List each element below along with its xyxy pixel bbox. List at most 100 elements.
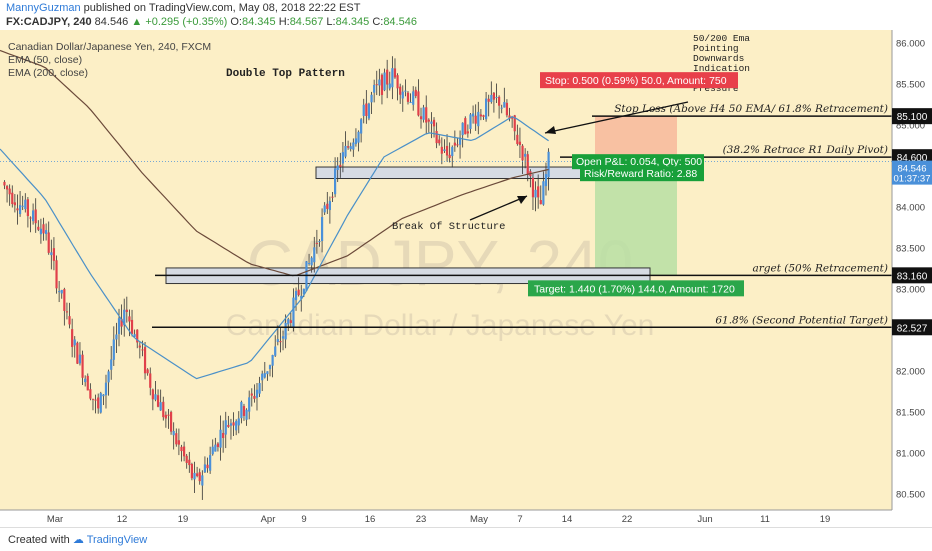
candle-body — [362, 104, 365, 116]
tradingview-brand[interactable]: TradingView — [86, 534, 148, 546]
x-tick-label: 23 — [416, 514, 427, 525]
author-link[interactable]: MannyGuzman — [6, 2, 81, 14]
tradingview-logo-icon[interactable]: ☁ — [72, 534, 84, 546]
candle-body — [198, 472, 201, 482]
candle-body — [250, 393, 253, 396]
y-tick-label: 86.000 — [896, 38, 925, 49]
candle-body — [531, 177, 535, 198]
candle-body — [438, 139, 441, 144]
last-price: 84.546 — [94, 16, 129, 28]
y-tick-label: 85.000 — [896, 120, 925, 131]
candle-body — [167, 414, 170, 416]
annotation-arrows — [469, 101, 689, 221]
candle-body — [237, 418, 240, 426]
rr-box — [580, 166, 704, 182]
open-pl-box — [572, 154, 704, 170]
x-tick-label: 22 — [622, 514, 633, 525]
candle-body — [432, 119, 436, 127]
candle-body — [151, 389, 154, 400]
candle-body — [347, 146, 350, 148]
candle-body — [477, 111, 480, 127]
candle-body — [516, 134, 519, 145]
x-tick-label: 12 — [117, 514, 128, 525]
publish-line: MannyGuzman published on TradingView.com… — [6, 2, 360, 14]
candle-body — [8, 188, 11, 195]
candle-body — [115, 334, 118, 340]
candle-body — [110, 359, 113, 370]
legend-ema200[interactable]: EMA (200, close) — [8, 67, 88, 79]
legend-title: Canadian Dollar/Japanese Yen, 240, FXCM — [8, 41, 211, 53]
candle-body — [544, 174, 548, 187]
candle-body — [287, 319, 290, 325]
candle-body — [52, 248, 56, 261]
candle-body — [29, 217, 32, 219]
candles-layer — [3, 56, 550, 500]
candle-body — [16, 208, 19, 211]
candle-body — [469, 114, 472, 129]
candle-body — [474, 115, 477, 124]
candle-body — [193, 472, 196, 480]
candle-body — [328, 201, 331, 211]
candle-body — [26, 199, 29, 217]
open-value: 84.345 — [241, 16, 276, 28]
candle-body — [235, 421, 238, 431]
candle-body — [487, 98, 490, 102]
candle-body — [294, 291, 298, 301]
countdown-label: 01:37:37 — [894, 174, 931, 185]
candle-body — [112, 339, 115, 360]
candle-body — [206, 464, 209, 469]
candle-body — [440, 146, 443, 154]
candle-body — [498, 96, 501, 106]
candle-body — [289, 320, 292, 323]
candle-body — [386, 69, 389, 85]
candle-body — [201, 475, 204, 486]
candle-body — [89, 389, 92, 399]
symbol[interactable]: FX:CADJPY, 240 — [6, 16, 92, 28]
candle-body — [365, 103, 368, 116]
candle-body — [505, 102, 509, 116]
break-arrow — [469, 195, 528, 221]
chart-area[interactable]: CADJPY, 240 Canadian Dollar / Japanese Y… — [0, 30, 932, 525]
legend-ema50[interactable]: EMA (50, close) — [8, 54, 82, 66]
candle-body — [419, 116, 423, 120]
candle-body — [156, 395, 160, 407]
rr-label: Risk/Reward Ratio: 2.88 — [584, 168, 697, 180]
candle-body — [380, 74, 384, 95]
high-value: 84.567 — [289, 16, 324, 28]
candle-body — [451, 146, 454, 157]
candle-body — [78, 354, 82, 364]
candle-body — [479, 114, 482, 117]
candle-body — [443, 149, 446, 152]
candle-body — [399, 86, 402, 95]
candle-body — [464, 118, 467, 135]
candle-body — [123, 309, 126, 326]
candle-body — [302, 288, 305, 295]
candle-body — [222, 432, 225, 439]
candle-body — [360, 119, 363, 134]
candle-body — [281, 336, 285, 339]
candle-body — [326, 203, 329, 209]
ema50-line — [0, 116, 549, 380]
candle-body — [71, 329, 74, 347]
candle-body — [253, 395, 256, 399]
ema-note-line: Pressure — [693, 83, 739, 94]
candle-body — [169, 411, 173, 432]
close-value: 84.546 — [383, 16, 417, 28]
candle-body — [196, 473, 199, 477]
open-pl-label: Open P&L: 0.054, Qty: 500 — [576, 156, 702, 168]
candle-body — [292, 297, 295, 328]
candle-body — [177, 440, 180, 445]
level-price-label: 83.160 — [897, 271, 928, 282]
candle-body — [534, 189, 537, 198]
candle-body — [383, 72, 386, 91]
c-label: C: — [372, 16, 384, 28]
candle-body — [154, 394, 157, 400]
candle-body — [276, 339, 279, 342]
candle-body — [456, 144, 459, 146]
candle-body — [274, 346, 277, 356]
candle-body — [162, 401, 165, 418]
candle-body — [406, 92, 410, 102]
candle-body — [128, 316, 131, 322]
price-chart[interactable]: CADJPY, 240 Canadian Dollar / Japanese Y… — [0, 30, 932, 525]
candle-body — [248, 397, 251, 412]
